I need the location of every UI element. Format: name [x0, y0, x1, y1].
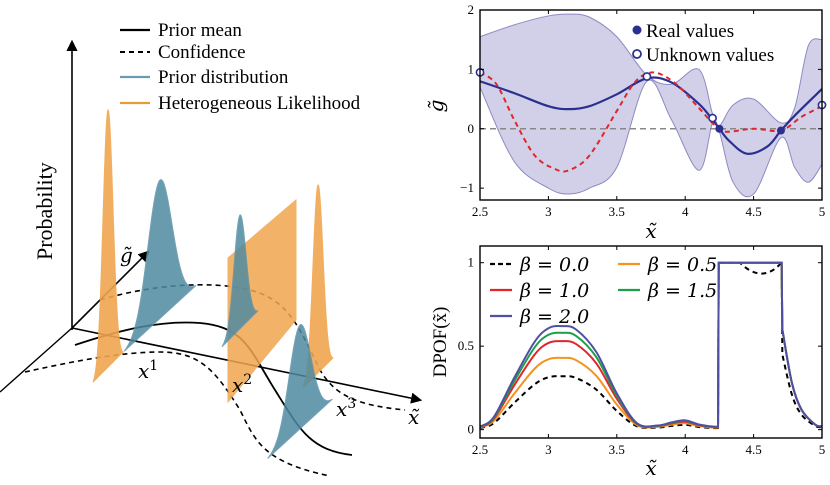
point-label: x2 — [232, 372, 252, 397]
y-tick-label: 0 — [468, 422, 475, 437]
plot-frame — [479, 245, 823, 439]
y-tick-label: −1 — [460, 180, 474, 195]
plot-frame — [479, 9, 823, 201]
legend-label: Confidence — [158, 42, 246, 63]
posterior-mean-line — [480, 76, 822, 155]
legend-marker-real — [632, 25, 642, 35]
x-tick-label: 2.5 — [472, 204, 488, 219]
legend-marker-unknown — [632, 49, 642, 59]
g-axis-extension — [0, 327, 73, 393]
x-tick-label: 3 — [545, 204, 552, 219]
legend-label: β = 0.5 — [647, 254, 717, 276]
y-tick-label: 2 — [468, 2, 475, 17]
probability-label: Probability — [32, 162, 57, 260]
legend-label: Heterogeneous Likelihood — [158, 93, 361, 114]
dpof-chart: 2.5 3 3.5 4 4.5 5 0 0.5 1 β = 0.0 β = 0.5 β = 1.0 β … — [430, 245, 826, 480]
prior-bump — [267, 324, 333, 459]
prior-bump — [123, 179, 197, 352]
legend-label: β = 1.0 — [519, 280, 589, 302]
x-tick-label: 3 — [545, 442, 552, 457]
y-axis-label: g̃ — [424, 100, 448, 113]
y-tick-label: 0 — [468, 121, 475, 136]
unknown-value-point — [642, 72, 652, 81]
x-axis-label: x̃ — [645, 456, 657, 480]
real-value-point — [776, 126, 785, 135]
real-function-line — [480, 71, 822, 173]
x-tick-label: 4 — [682, 204, 689, 219]
y-tick-label: 1 — [468, 61, 475, 76]
confidence-band — [480, 13, 822, 198]
x-tick-label: 3.5 — [609, 204, 625, 219]
point-label: x3 — [336, 396, 356, 421]
legend-label: β = 0.0 — [519, 254, 589, 276]
legend-label: Prior distribution — [158, 67, 289, 88]
plot-area — [480, 260, 822, 430]
confidence-lower-curve — [24, 351, 331, 477]
legend-label: β = 1.5 — [647, 280, 717, 302]
x-tick-label: 5 — [819, 442, 826, 457]
legend-label: Prior mean — [158, 20, 242, 41]
y-tick-label: 1 — [468, 255, 475, 270]
legend-label: Unknown values — [646, 45, 774, 66]
real-value-point — [715, 124, 724, 133]
x-axis-label: x̃ — [645, 219, 657, 243]
dpof-line — [480, 261, 822, 428]
x-tick-label: 4 — [682, 442, 689, 457]
y-axis-label: DPOF(x̃) — [430, 307, 451, 378]
x-tick-label: 4.5 — [745, 204, 761, 219]
legend-label: β = 2.0 — [519, 306, 589, 328]
x-tick-label: 4.5 — [745, 442, 761, 457]
x-tick-label: 3.5 — [609, 442, 625, 457]
plot-area — [480, 13, 822, 198]
point-label: x1 — [138, 358, 158, 383]
prior-bump — [221, 214, 259, 348]
x-axis-label: x̃ — [408, 405, 420, 429]
g-axis-label: g̃ — [120, 243, 133, 267]
gp-posterior-chart: 2.5 3 3.5 4 4.5 5 −1 0 1 2 Real values Unknown valu… — [424, 2, 827, 243]
x-tick-label: 2.5 — [472, 442, 488, 457]
likelihood-bump — [92, 109, 124, 383]
unknown-value-point — [708, 113, 717, 123]
confidence-upper-curve — [99, 284, 406, 411]
legend-label: Real values — [646, 21, 734, 42]
y-tick-label: 0.5 — [458, 338, 474, 353]
x-tick-label: 5 — [819, 204, 826, 219]
